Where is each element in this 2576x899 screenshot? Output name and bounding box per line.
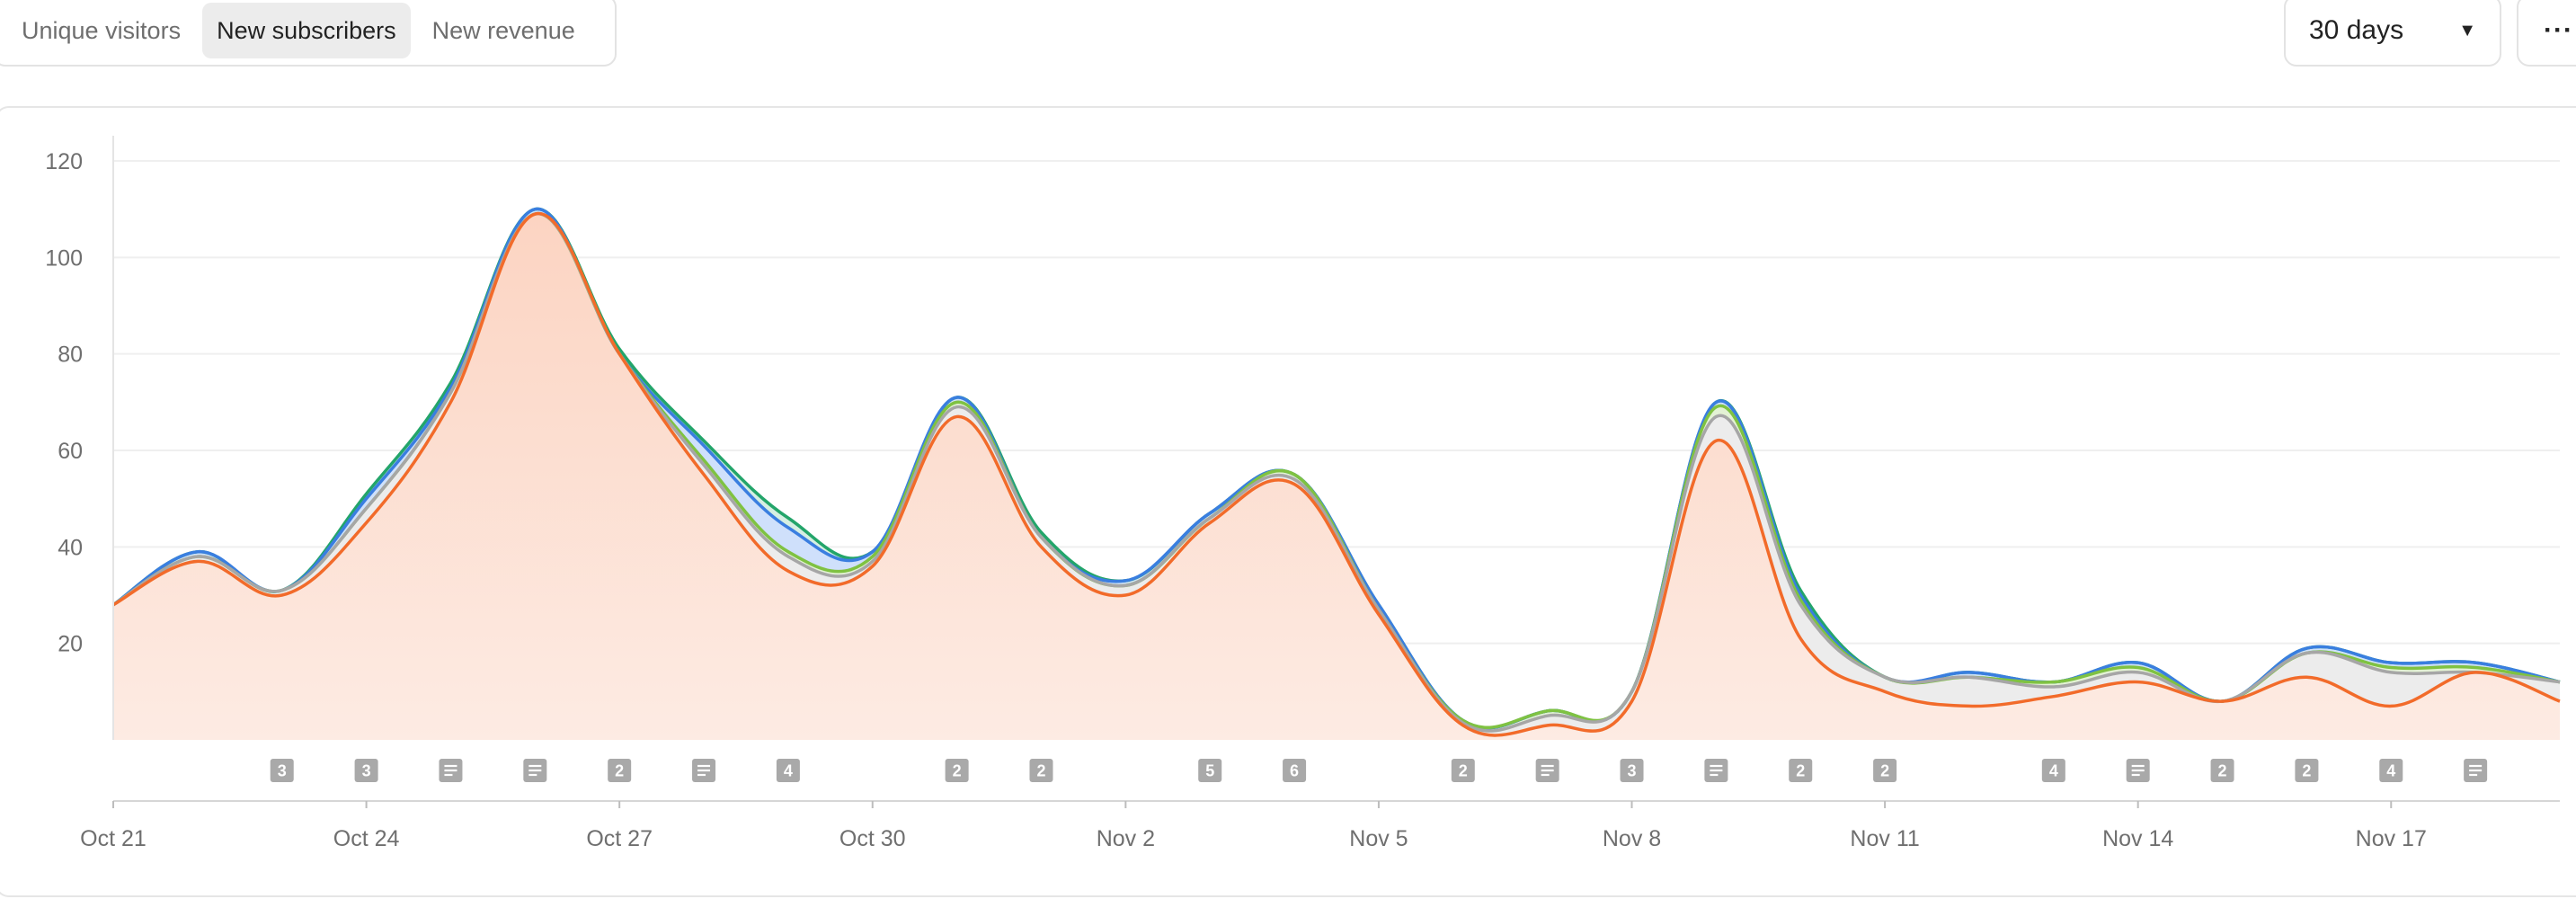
annotation-note-marker[interactable] (692, 759, 716, 782)
y-tick-label: 120 (45, 149, 83, 174)
x-tick-label: Nov 11 (1850, 826, 1919, 851)
marker-count-label: 6 (1290, 762, 1299, 780)
note-icon (2131, 764, 2145, 777)
annotation-note-marker[interactable] (523, 759, 547, 782)
range-dropdown[interactable]: 30 days ▼ (2284, 0, 2501, 67)
x-tick-label: Nov 17 (2356, 826, 2427, 851)
x-tick-label: Oct 24 (333, 826, 400, 851)
annotation-count-marker[interactable]: 6 (1283, 759, 1307, 782)
marker-count-label: 2 (615, 762, 624, 780)
annotation-note-marker[interactable] (1704, 759, 1728, 782)
annotation-note-marker[interactable] (439, 759, 463, 782)
annotation-note-marker[interactable] (2126, 759, 2150, 782)
annotation-count-marker[interactable]: 3 (270, 759, 294, 782)
annotation-count-marker[interactable]: 4 (776, 759, 800, 782)
annotation-count-marker[interactable]: 4 (2041, 759, 2065, 782)
marker-count-label: 2 (1796, 762, 1805, 780)
y-tick-label: 80 (58, 343, 83, 368)
marker-count-label: 3 (278, 762, 287, 780)
marker-count-label: 3 (362, 762, 371, 780)
marker-count-label: 2 (953, 762, 962, 780)
y-tick-label: 40 (58, 535, 83, 560)
metric-tabs: Unique visitors New subscribers New reve… (0, 0, 617, 67)
annotation-count-marker[interactable]: 3 (354, 759, 378, 782)
note-icon (1541, 764, 1554, 777)
annotation-count-marker[interactable]: 5 (1198, 759, 1222, 782)
annotation-count-marker[interactable]: 2 (2295, 759, 2319, 782)
annotation-count-marker[interactable]: 2 (608, 759, 632, 782)
tab-unique-visitors[interactable]: Unique visitors (22, 16, 182, 44)
chart-card: 20 40 60 80 100 120 Oct 21 Oct 24 Oct 27 Oct 30 No… (0, 106, 2576, 897)
marker-count-label: 2 (2302, 762, 2311, 780)
annotation-count-marker[interactable]: 2 (1029, 759, 1053, 782)
marker-count-label: 4 (2386, 762, 2395, 780)
caret-down-icon: ▼ (2458, 20, 2476, 40)
x-tick-label: Oct 27 (586, 826, 653, 851)
x-tick-label: Oct 21 (80, 826, 147, 851)
series-area (113, 213, 2560, 740)
marker-count-label: 3 (1628, 762, 1637, 780)
x-tick-label: Oct 30 (839, 826, 906, 851)
marker-count-label: 4 (784, 762, 793, 780)
annotation-count-marker[interactable]: 3 (1620, 759, 1644, 782)
annotation-note-marker[interactable] (1535, 759, 1559, 782)
annotation-count-marker[interactable]: 2 (1451, 759, 1475, 782)
note-icon (444, 764, 457, 777)
annotation-count-marker[interactable]: 2 (1873, 759, 1897, 782)
more-options-button[interactable]: ··· (2517, 0, 2576, 67)
series-line[interactable] (112, 211, 2561, 737)
annotation-note-marker[interactable] (2464, 759, 2488, 782)
x-tick-label: Nov 14 (2102, 826, 2173, 851)
tab-new-subscribers[interactable]: New subscribers (202, 3, 411, 58)
x-tick-label: Nov 8 (1603, 826, 1661, 851)
more-horizontal-icon: ··· (2544, 15, 2573, 45)
y-tick-label: 20 (58, 632, 83, 657)
y-tick-label: 60 (58, 439, 83, 464)
note-icon (529, 764, 542, 777)
annotation-count-marker[interactable]: 2 (945, 759, 969, 782)
marker-count-label: 5 (1205, 762, 1214, 780)
tab-new-revenue[interactable]: New revenue (431, 16, 575, 44)
annotation-count-marker[interactable]: 4 (2379, 759, 2403, 782)
marker-count-label: 2 (1459, 762, 1468, 780)
marker-count-label: 2 (1036, 762, 1045, 780)
x-tick-label: Nov 2 (1097, 826, 1155, 851)
chart: 20 40 60 80 100 120 Oct 21 Oct 24 Oct 27 Oct 30 No… (45, 136, 2561, 851)
marker-count-label: 2 (1880, 762, 1889, 780)
x-tick-label: Nov 5 (1349, 826, 1408, 851)
marker-count-label: 2 (2218, 762, 2227, 780)
note-icon (1710, 764, 1723, 777)
range-label: 30 days (2309, 15, 2404, 45)
marker-count-label: 4 (2049, 762, 2058, 780)
annotation-count-marker[interactable]: 2 (1789, 759, 1813, 782)
y-tick-label: 100 (45, 245, 83, 271)
annotation-count-marker[interactable]: 2 (2210, 759, 2234, 782)
note-icon (697, 764, 711, 777)
note-icon (2469, 764, 2483, 777)
